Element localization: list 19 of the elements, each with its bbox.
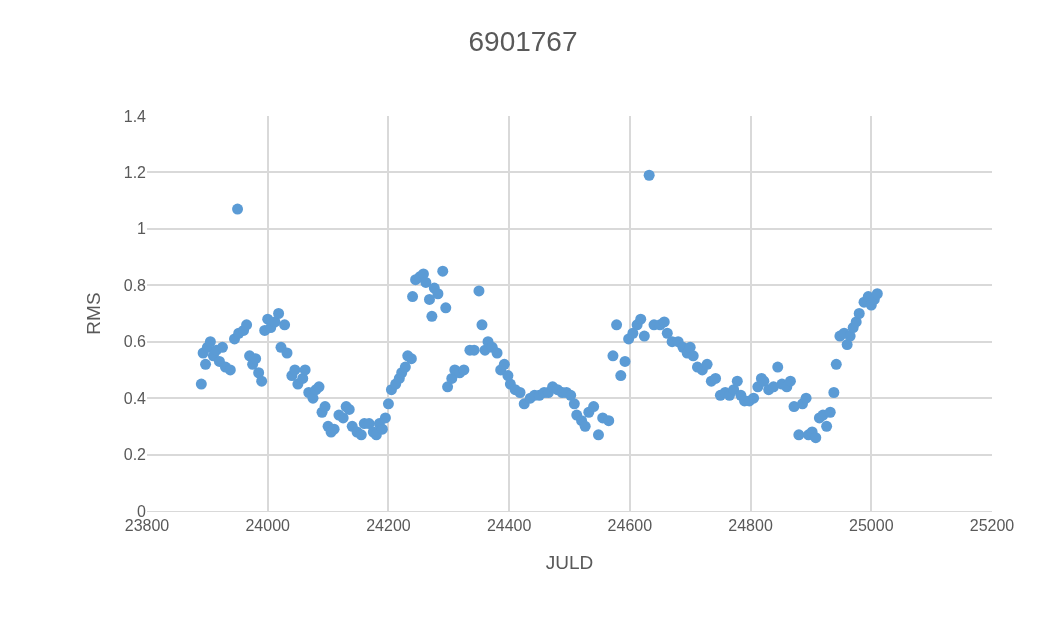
x-tick-label: 25000 [849,517,894,535]
y-tick-label: 0.4 [123,389,147,407]
chart-title: 6901767 [468,25,578,57]
y-tick-label: 0.6 [123,333,147,351]
x-tick-label: 24400 [486,517,532,535]
x-tick-label: 24800 [728,517,773,535]
y-tick-label: 1.2 [123,164,147,182]
y-tick-label: 1 [137,220,147,238]
y-tick-label: 0 [137,502,147,520]
x-tick-label: 24200 [366,517,411,535]
x-tick-label: 25200 [969,517,1015,535]
y-tick-label: 1.4 [123,107,147,125]
x-tick-label: 23800 [124,517,170,535]
x-axis-title: JULD [545,552,594,573]
x-tick-label: 24600 [607,517,653,535]
x-tick-label: 24000 [245,517,291,535]
y-axis-title: RMS [82,292,104,335]
y-tick-label: 0.2 [123,446,147,464]
y-tick-label: 0.8 [123,276,147,294]
